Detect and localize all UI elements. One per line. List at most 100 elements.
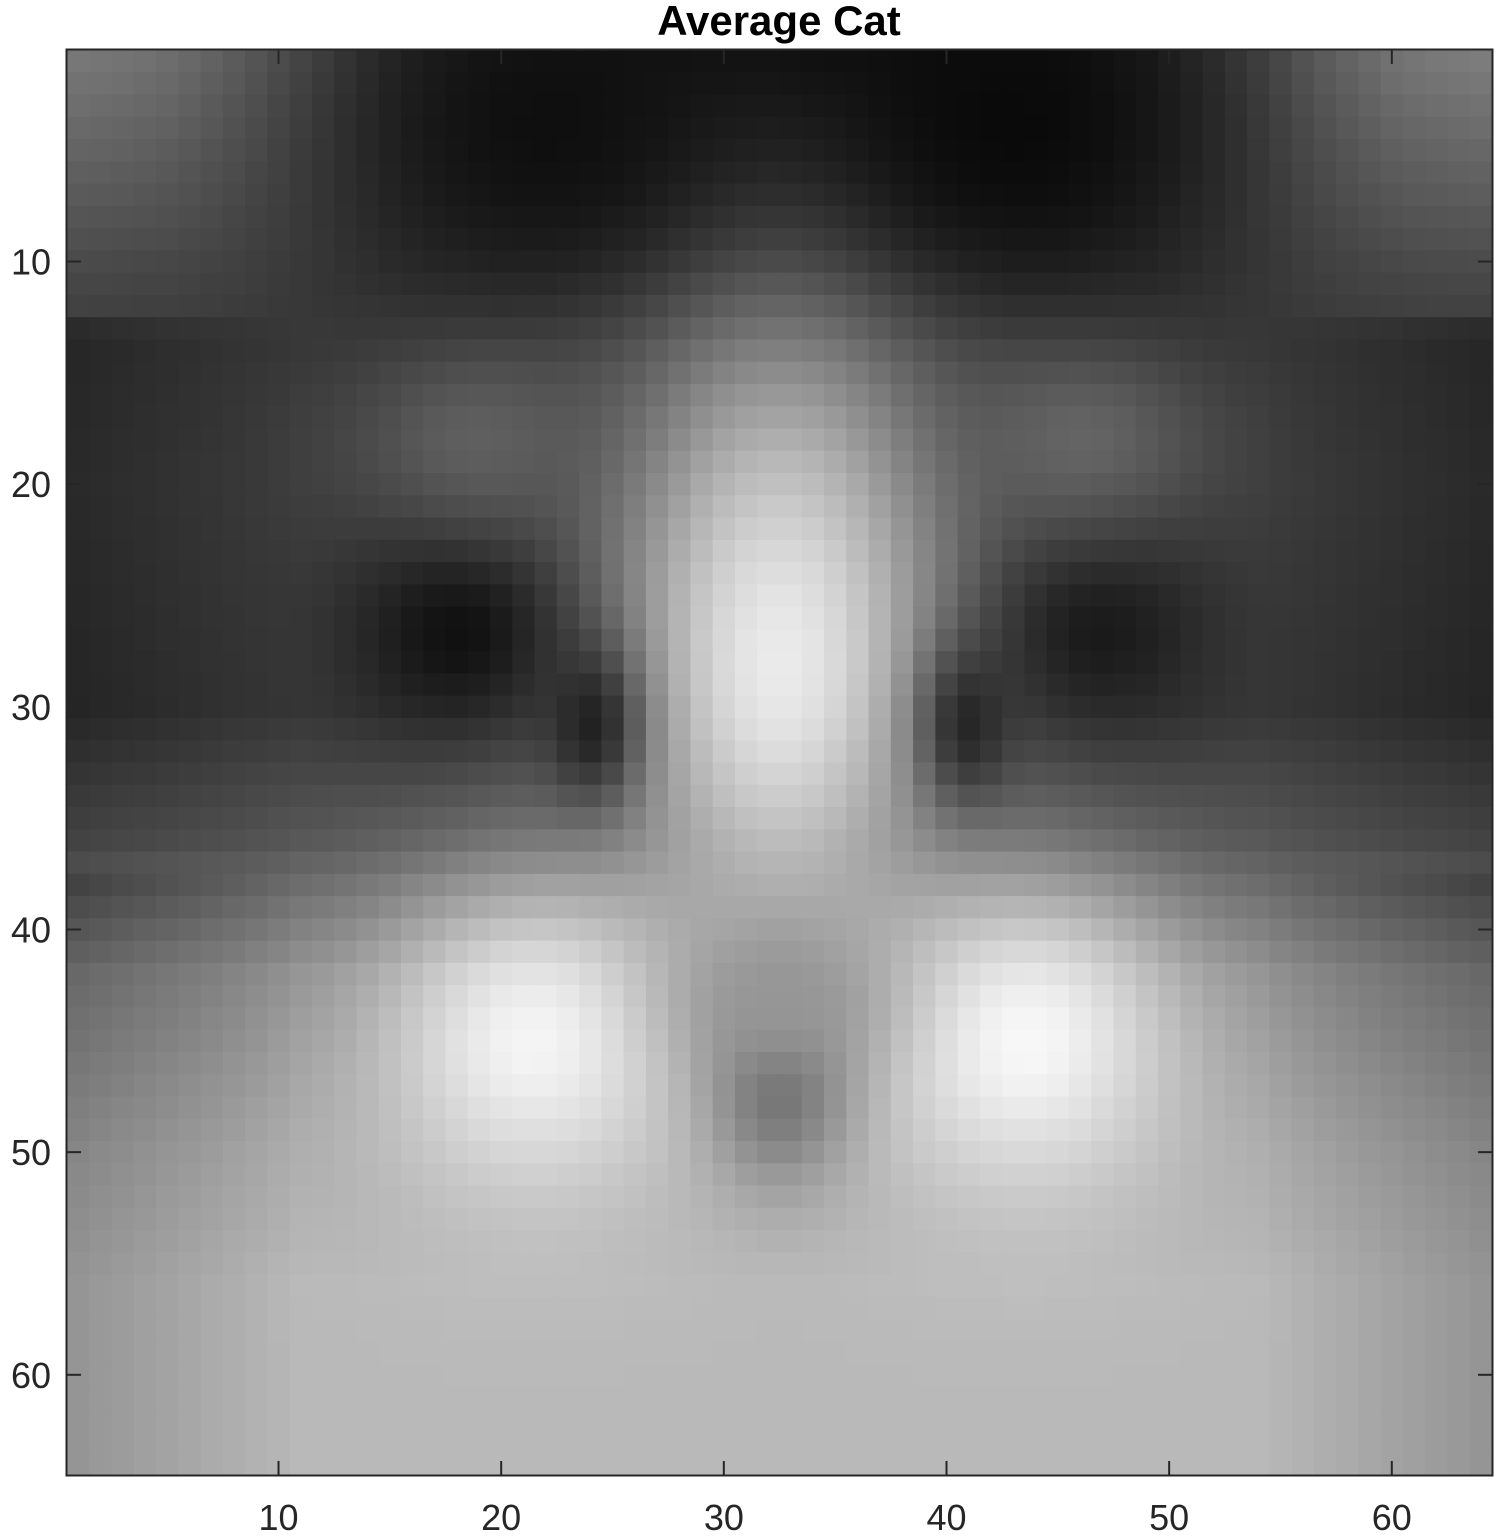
heatmap-cell [1336, 473, 1360, 496]
heatmap-cell [1425, 1096, 1449, 1120]
heatmap-cell [1313, 539, 1337, 563]
heatmap-cell [734, 183, 758, 207]
heatmap-cell [67, 1207, 90, 1231]
heatmap-cell [1002, 740, 1026, 764]
heatmap-cell [556, 695, 580, 719]
heatmap-cell [690, 717, 714, 741]
heatmap-cell [1068, 272, 1092, 296]
heatmap-cell [111, 517, 135, 541]
heatmap-cell [824, 606, 847, 630]
heatmap-cell [1447, 250, 1471, 274]
heatmap-cell [1224, 339, 1248, 363]
heatmap-cell [601, 1408, 625, 1432]
heatmap-cell [712, 651, 736, 675]
heatmap-cell [334, 1185, 358, 1209]
heatmap-cell [1380, 1141, 1404, 1164]
heatmap-cell [1113, 1274, 1137, 1298]
heatmap-cell [556, 1074, 580, 1098]
heatmap-cell [133, 1051, 157, 1075]
heatmap-cell [89, 1296, 113, 1320]
heatmap-cell [222, 383, 246, 407]
heatmap-cell [1358, 1207, 1382, 1231]
heatmap-cell [601, 1296, 625, 1320]
heatmap-cell [490, 139, 513, 162]
heatmap-cell [1291, 1319, 1315, 1343]
heatmap-cell [1358, 740, 1382, 764]
heatmap-cell [1068, 450, 1092, 474]
heatmap-cell [1024, 1408, 1048, 1432]
heatmap-cell [1046, 673, 1070, 697]
heatmap-cell [311, 517, 335, 541]
heatmap-cell [1469, 829, 1493, 853]
heatmap-cell [979, 517, 1003, 541]
heatmap-cell [601, 205, 625, 229]
heatmap-cell [1336, 628, 1360, 652]
heatmap-cell [1068, 1207, 1092, 1231]
heatmap-cell [890, 918, 914, 942]
heatmap-cell [1358, 161, 1382, 185]
heatmap-cell [579, 1363, 602, 1387]
heatmap-cell [111, 205, 135, 229]
heatmap-cell [1158, 1319, 1181, 1343]
heatmap-cell [645, 361, 669, 385]
heatmap-cell [1091, 695, 1115, 719]
heatmap-cell [1224, 495, 1248, 519]
heatmap-cell [1269, 1385, 1293, 1409]
heatmap-cell [400, 962, 424, 986]
heatmap-cell [378, 1296, 402, 1320]
heatmap-cell [824, 1341, 847, 1365]
heatmap-cell [1313, 94, 1337, 118]
heatmap-cell [1402, 1207, 1426, 1231]
heatmap-cell [645, 250, 669, 274]
heatmap-cell [846, 539, 870, 563]
heatmap-cell [334, 807, 358, 830]
heatmap-cell [267, 116, 291, 140]
heatmap-cell [1291, 50, 1315, 73]
heatmap-cell [824, 1141, 847, 1164]
heatmap-cell [1247, 272, 1270, 296]
heatmap-cell [1113, 1341, 1137, 1365]
heatmap-cell [1402, 1096, 1426, 1120]
heatmap-cell [556, 940, 580, 964]
heatmap-cell [334, 1230, 358, 1253]
heatmap-cell [222, 628, 246, 652]
heatmap-cell [1180, 228, 1204, 251]
heatmap-cell [1202, 1207, 1226, 1231]
heatmap-cell [156, 50, 179, 73]
heatmap-cell [890, 628, 914, 652]
heatmap-cell [178, 94, 202, 118]
heatmap-cell [824, 383, 847, 407]
heatmap-cell [1091, 962, 1115, 986]
heatmap-cell [400, 250, 424, 274]
heatmap-cell [1247, 717, 1270, 741]
heatmap-cell [67, 339, 90, 363]
heatmap-cell [1447, 1207, 1471, 1231]
heatmap-cell [311, 873, 335, 897]
heatmap-cell [846, 985, 870, 1009]
heatmap-cell [1291, 294, 1315, 318]
heatmap-cell [1358, 1319, 1382, 1343]
heatmap-cell [579, 762, 602, 786]
heatmap-cell [467, 228, 491, 251]
heatmap-cell [1091, 896, 1115, 919]
heatmap-cell [200, 1118, 224, 1142]
heatmap-cell [757, 539, 781, 563]
heatmap-cell [979, 651, 1003, 675]
heatmap-cell [245, 450, 268, 474]
heatmap-cell [1158, 784, 1181, 808]
heatmap-cell [1135, 539, 1159, 563]
heatmap-cell [1002, 918, 1026, 942]
heatmap-cell [311, 161, 335, 185]
heatmap-cell [1247, 829, 1270, 853]
heatmap-cell [1380, 94, 1404, 118]
heatmap-cell [467, 361, 491, 385]
heatmap-cell [1247, 361, 1270, 385]
heatmap-cell [712, 495, 736, 519]
heatmap-cell [534, 851, 558, 875]
heatmap-cell [868, 1408, 892, 1432]
heatmap-cell [1024, 1385, 1048, 1409]
heatmap-cell [668, 807, 692, 830]
heatmap-cell [1046, 495, 1070, 519]
heatmap-cell [1180, 183, 1204, 207]
heatmap-cell [1247, 1452, 1270, 1476]
